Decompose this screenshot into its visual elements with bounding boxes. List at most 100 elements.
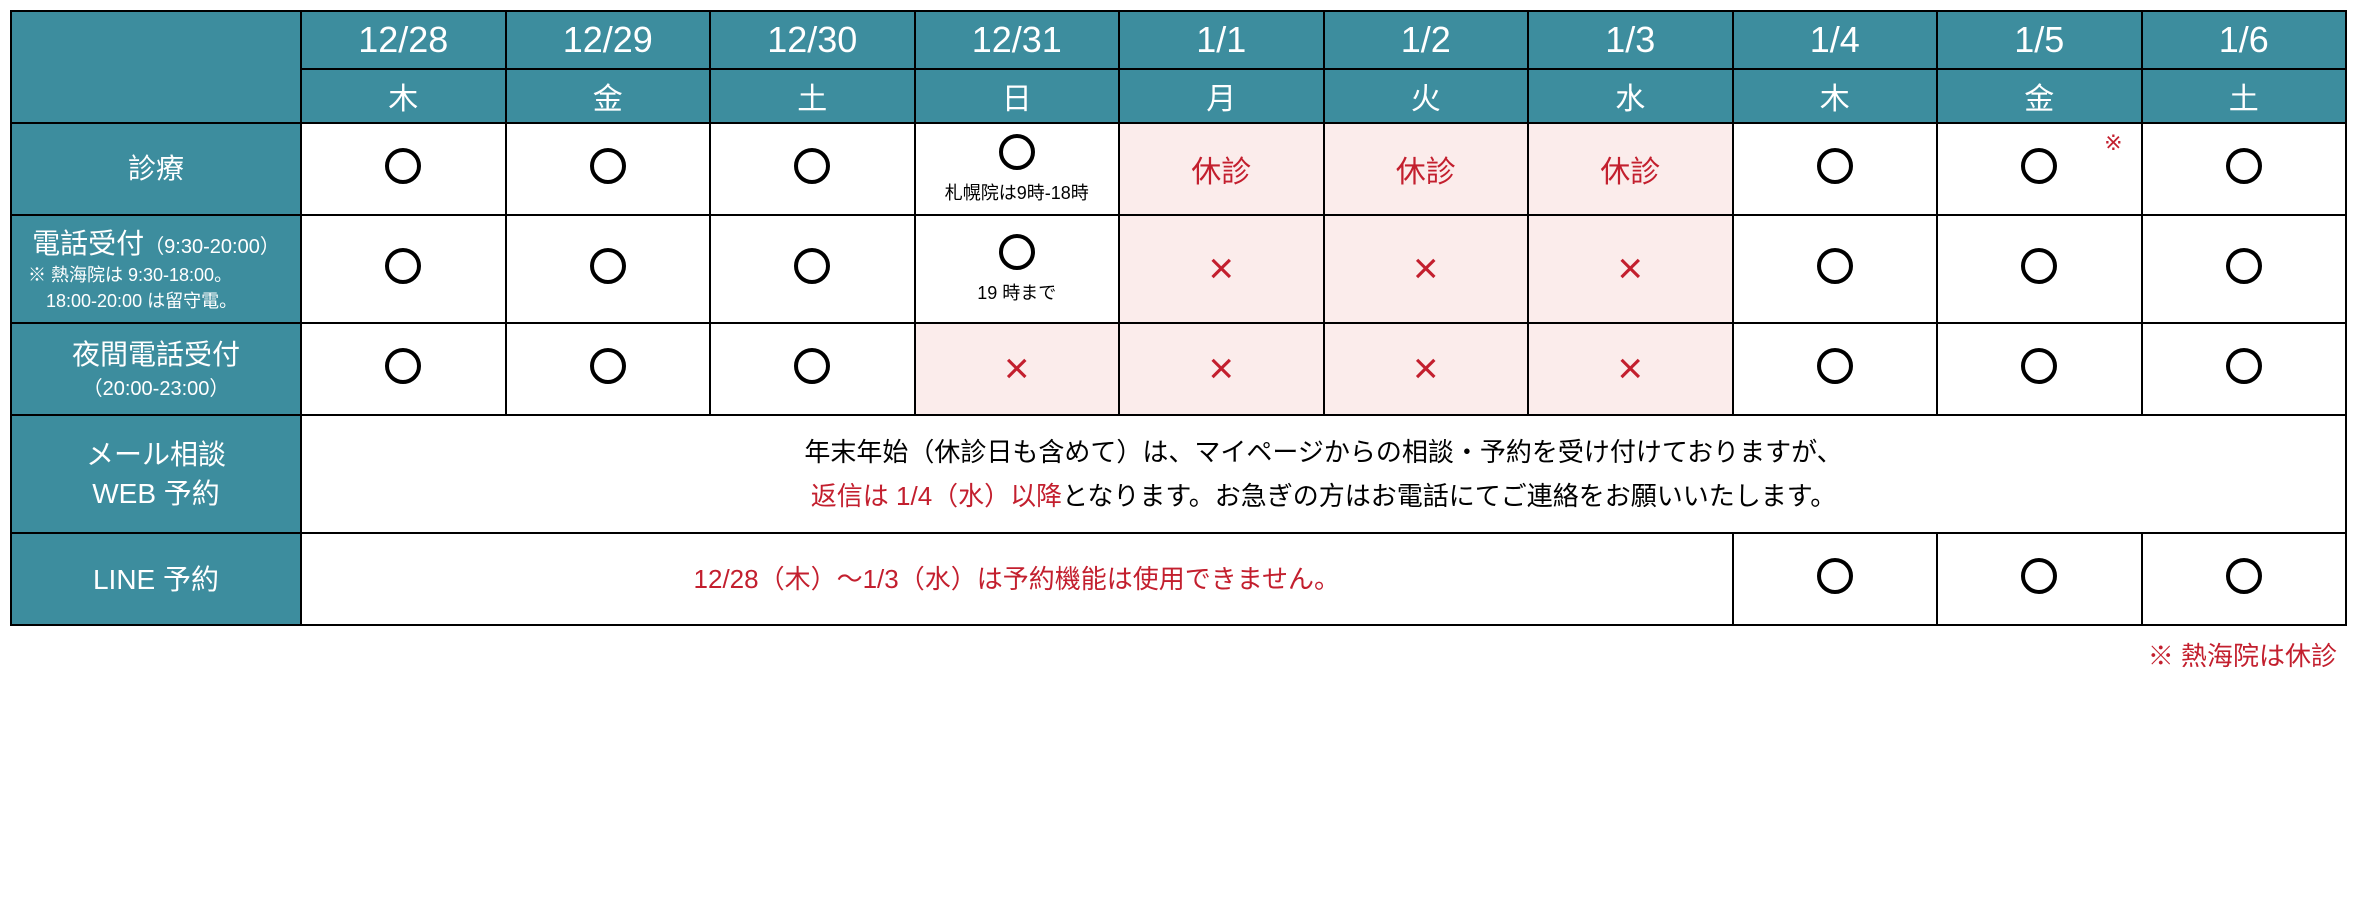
rowhdr-tel-note2: 18:00-20:00 は留守電。 bbox=[16, 289, 296, 314]
header-row-days: 木 金 土 日 月 火 水 木 金 土 bbox=[11, 69, 2346, 123]
cell-night-tel: × bbox=[1119, 323, 1324, 415]
date-header: 12/28 bbox=[301, 11, 506, 69]
cell-tel bbox=[1733, 215, 1938, 323]
date-header: 1/2 bbox=[1324, 11, 1529, 69]
rowhdr-web: WEB 予約 bbox=[92, 478, 220, 509]
open-icon bbox=[1817, 148, 1853, 184]
cell-night-tel bbox=[1937, 323, 2142, 415]
cell-night-tel bbox=[301, 323, 506, 415]
open-icon bbox=[2226, 148, 2262, 184]
rowhdr-tel: 電話受付（9:30-20:00） ※ 熱海院は 9:30-18:00。 18:0… bbox=[11, 215, 301, 323]
cell-night-tel bbox=[506, 323, 711, 415]
rowhdr-tel-note1: ※ 熱海院は 9:30-18:00。 bbox=[16, 263, 296, 288]
open-icon bbox=[385, 348, 421, 384]
cell-shinryo: 休診 bbox=[1119, 123, 1324, 215]
schedule-table: 12/28 12/29 12/30 12/31 1/1 1/2 1/3 1/4 … bbox=[10, 10, 2347, 626]
rowhdr-tel-main: 電話受付 bbox=[32, 228, 144, 259]
cell-night-tel bbox=[1733, 323, 1938, 415]
cell-shinryo: 札幌院は9時-18時 bbox=[915, 123, 1120, 215]
rowhdr-shinryo: 診療 bbox=[11, 123, 301, 215]
cell-shinryo bbox=[506, 123, 711, 215]
cell-line-span: 12/28（木）〜1/3（水）は予約機能は使用できません。 bbox=[301, 533, 1733, 625]
open-icon bbox=[794, 148, 830, 184]
rowhdr-tel-time: （9:30-20:00） bbox=[144, 236, 280, 258]
row-mail-web: メール相談 WEB 予約 年末年始（休診日も含めて）は、マイページからの相談・予… bbox=[11, 415, 2346, 533]
cell-night-tel bbox=[2142, 323, 2347, 415]
cell-shinryo bbox=[710, 123, 915, 215]
cell-line bbox=[1733, 533, 1938, 625]
corner-cell bbox=[11, 11, 301, 123]
cell-tel bbox=[1937, 215, 2142, 323]
open-icon bbox=[999, 234, 1035, 270]
cell-tel: × bbox=[1324, 215, 1529, 323]
day-header: 木 bbox=[1733, 69, 1938, 123]
cell-note: 19 時まで bbox=[920, 279, 1115, 305]
closed-text: 休診 bbox=[1396, 156, 1456, 189]
row-shinryo: 診療 札幌院は9時-18時 休診 休診 休診 ※ bbox=[11, 123, 2346, 215]
open-icon bbox=[2021, 248, 2057, 284]
line-span-text: 12/28（木）〜1/3（水）は予約機能は使用できません。 bbox=[694, 564, 1340, 594]
open-icon bbox=[999, 134, 1035, 170]
row-tel: 電話受付（9:30-20:00） ※ 熱海院は 9:30-18:00。 18:0… bbox=[11, 215, 2346, 323]
cell-night-tel: × bbox=[915, 323, 1120, 415]
cross-icon: × bbox=[1617, 344, 1643, 393]
cell-line bbox=[2142, 533, 2347, 625]
row-line: LINE 予約 12/28（木）〜1/3（水）は予約機能は使用できません。 bbox=[11, 533, 2346, 625]
open-icon bbox=[2226, 348, 2262, 384]
row-night-tel: 夜間電話受付 （20:00-23:00） × × × × bbox=[11, 323, 2346, 415]
date-header: 1/3 bbox=[1528, 11, 1733, 69]
cell-line bbox=[1937, 533, 2142, 625]
open-icon bbox=[2226, 558, 2262, 594]
date-header: 12/31 bbox=[915, 11, 1120, 69]
day-header: 火 bbox=[1324, 69, 1529, 123]
cell-shinryo: ※ bbox=[1937, 123, 2142, 215]
open-icon bbox=[1817, 348, 1853, 384]
day-header: 金 bbox=[506, 69, 711, 123]
day-header: 水 bbox=[1528, 69, 1733, 123]
cell-night-tel: × bbox=[1528, 323, 1733, 415]
cross-icon: × bbox=[1004, 344, 1030, 393]
cross-icon: × bbox=[1617, 244, 1643, 293]
open-icon bbox=[2021, 558, 2057, 594]
rowhdr-night-tel: 夜間電話受付 （20:00-23:00） bbox=[11, 323, 301, 415]
open-icon bbox=[2021, 348, 2057, 384]
date-header: 12/30 bbox=[710, 11, 915, 69]
open-icon bbox=[1817, 248, 1853, 284]
date-header: 1/4 bbox=[1733, 11, 1938, 69]
cell-night-tel bbox=[710, 323, 915, 415]
cross-icon: × bbox=[1413, 344, 1439, 393]
rowhdr-mail: メール相談 bbox=[86, 439, 226, 470]
cell-tel: × bbox=[1528, 215, 1733, 323]
cell-shinryo: 休診 bbox=[1324, 123, 1529, 215]
cell-tel: 19 時まで bbox=[915, 215, 1120, 323]
day-header: 土 bbox=[710, 69, 915, 123]
date-header: 1/1 bbox=[1119, 11, 1324, 69]
date-header: 1/6 bbox=[2142, 11, 2347, 69]
open-icon bbox=[385, 148, 421, 184]
star-icon: ※ bbox=[2104, 130, 2122, 156]
date-header: 1/5 bbox=[1937, 11, 2142, 69]
open-icon bbox=[794, 248, 830, 284]
cell-tel bbox=[710, 215, 915, 323]
closed-text: 休診 bbox=[1191, 156, 1251, 189]
cell-night-tel: × bbox=[1324, 323, 1529, 415]
day-header: 日 bbox=[915, 69, 1120, 123]
open-icon bbox=[590, 148, 626, 184]
open-icon bbox=[1817, 558, 1853, 594]
cross-icon: × bbox=[1208, 344, 1234, 393]
day-header: 月 bbox=[1119, 69, 1324, 123]
mail-web-text2: となります。お急ぎの方はお電話にてご連絡をお願いいたします。 bbox=[1062, 481, 1836, 511]
open-icon bbox=[385, 248, 421, 284]
open-icon bbox=[2226, 248, 2262, 284]
cell-tel: × bbox=[1119, 215, 1324, 323]
open-icon bbox=[794, 348, 830, 384]
day-header: 土 bbox=[2142, 69, 2347, 123]
rowhdr-mail-web: メール相談 WEB 予約 bbox=[11, 415, 301, 533]
open-icon bbox=[590, 248, 626, 284]
open-icon bbox=[590, 348, 626, 384]
header-row-dates: 12/28 12/29 12/30 12/31 1/1 1/2 1/3 1/4 … bbox=[11, 11, 2346, 69]
cell-shinryo bbox=[301, 123, 506, 215]
cross-icon: × bbox=[1413, 244, 1439, 293]
date-header: 12/29 bbox=[506, 11, 711, 69]
cell-tel bbox=[506, 215, 711, 323]
